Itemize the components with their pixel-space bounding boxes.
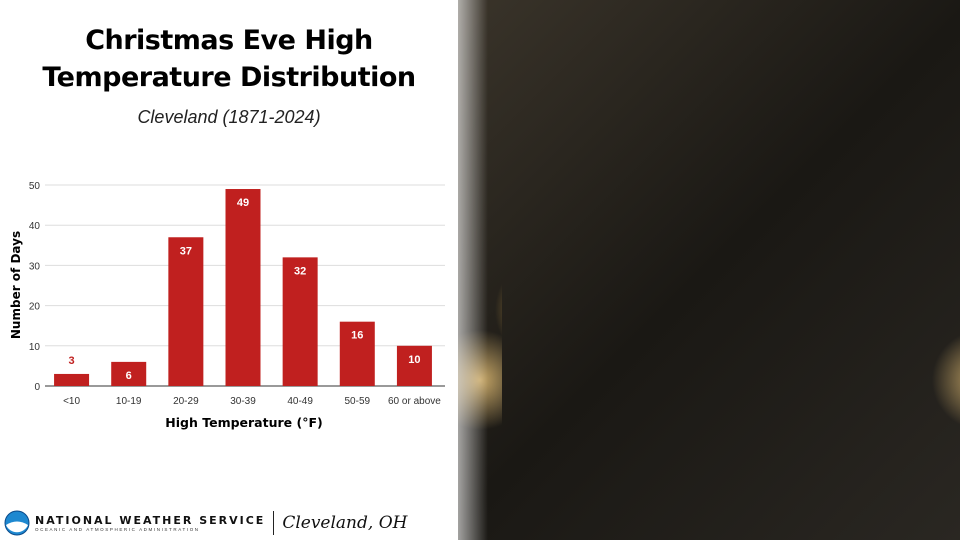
noaa-name: OCEANIC AND ATMOSPHERIC ADMINISTRATION bbox=[35, 527, 200, 532]
x-tick-label: 20-29 bbox=[173, 396, 199, 407]
bar-chart: 0 10 20 30 40 50 3 <10 6 10-19 37 20-29 49 30-39 32 40-… bbox=[9, 181, 445, 430]
data-label: 32 bbox=[294, 265, 306, 277]
data-label: 37 bbox=[180, 245, 192, 257]
bar bbox=[168, 237, 204, 386]
x-tick-label: 10-19 bbox=[116, 396, 142, 407]
y-tick-label: 50 bbox=[29, 181, 41, 192]
x-tick-label: 60 or above bbox=[388, 396, 441, 407]
y-tick-label: 10 bbox=[29, 342, 41, 353]
x-axis-label: High Temperature (°F) bbox=[165, 415, 322, 430]
data-label: 3 bbox=[69, 355, 75, 367]
photo-fade bbox=[458, 0, 488, 540]
data-label: 10 bbox=[408, 354, 420, 366]
bar bbox=[396, 345, 432, 386]
office-name: Cleveland, OH bbox=[273, 511, 407, 535]
data-label: 6 bbox=[126, 370, 132, 382]
chart-subtitle: Cleveland (1871-2024) bbox=[137, 107, 321, 127]
noaa-logo-icon bbox=[4, 510, 30, 536]
data-label: 49 bbox=[237, 197, 249, 209]
bar bbox=[54, 373, 90, 386]
chart-title: Christmas Eve High Temperature Distributi… bbox=[0, 22, 458, 96]
christmas-ornament-photo bbox=[458, 0, 960, 540]
nws-name: NATIONAL WEATHER SERVICE bbox=[35, 514, 266, 527]
y-axis-label: Number of Days bbox=[9, 231, 23, 339]
y-tick-label: 20 bbox=[29, 302, 41, 313]
y-tick-label: 40 bbox=[29, 221, 41, 232]
x-tick-label: 40-49 bbox=[287, 396, 313, 407]
data-label: 16 bbox=[351, 330, 363, 342]
bar bbox=[225, 189, 261, 386]
y-tick-label: 30 bbox=[29, 261, 41, 272]
x-tick-label: 30-39 bbox=[230, 396, 256, 407]
bar bbox=[282, 257, 318, 386]
bar bbox=[111, 361, 147, 386]
x-tick-label: 50-59 bbox=[344, 396, 370, 407]
title-line-1: Christmas Eve High bbox=[85, 25, 373, 56]
y-tick-label: 0 bbox=[34, 382, 40, 393]
title-line-2: Temperature Distribution bbox=[42, 62, 416, 93]
bar bbox=[339, 321, 375, 386]
x-tick-label: <10 bbox=[63, 396, 80, 407]
footer: NATIONAL WEATHER SERVICE OCEANIC AND ATM… bbox=[4, 510, 407, 536]
